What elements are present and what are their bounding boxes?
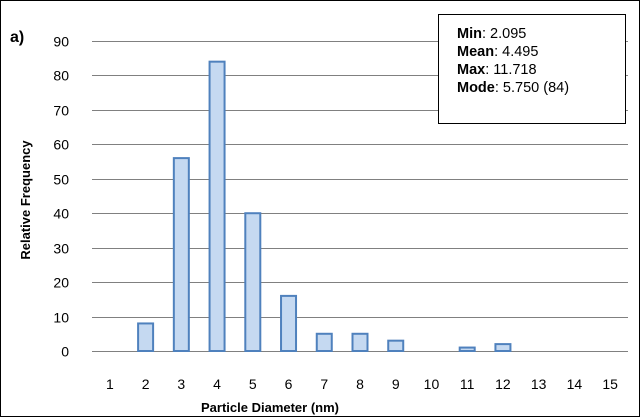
bar	[137, 322, 155, 353]
stat-max: Max: 11.718	[457, 62, 537, 78]
x-tick-label: 9	[392, 376, 400, 392]
y-tick-label: 90	[53, 34, 69, 50]
panel-label: a)	[10, 29, 24, 46]
stat-mean-label: Mean	[457, 44, 495, 60]
x-tick-label: 4	[213, 376, 221, 392]
x-tick-label: 2	[142, 376, 150, 392]
y-tick-label: 0	[61, 344, 69, 360]
bar	[458, 346, 476, 352]
stat-mean: Mean: 4.495	[457, 44, 539, 60]
x-tick-label: 6	[285, 376, 293, 392]
stat-max-label: Max	[457, 62, 486, 78]
bar	[280, 294, 298, 352]
x-tick-label: 12	[495, 376, 511, 392]
stat-max-value: 11.718	[493, 62, 537, 78]
x-tick-label: 13	[531, 376, 547, 392]
stat-min-label: Min	[457, 26, 482, 42]
bar	[172, 157, 190, 352]
x-tick-labels: 1 2 3 4 5 6 7 8 9 10 11 12 13 14 15	[106, 376, 618, 392]
bar	[351, 332, 369, 352]
x-tick-label: 7	[320, 376, 328, 392]
stat-min: Min: 2.095	[457, 26, 527, 42]
y-axis-title: Relative Frequency	[18, 140, 33, 260]
y-tick-labels: 0 10 20 30 40 50 60 70 80 90	[53, 34, 69, 360]
x-tick-label: 1	[106, 376, 114, 392]
x-tick-label: 11	[460, 376, 475, 392]
stat-mode-value: 5.750 (84)	[502, 80, 570, 96]
bar	[494, 343, 512, 353]
bar	[387, 339, 405, 352]
y-tick-label: 50	[53, 172, 69, 188]
bar	[208, 60, 226, 353]
y-tick-label: 80	[53, 68, 69, 84]
y-tick-label: 20	[53, 275, 69, 291]
stat-mode-label: Mode	[457, 80, 495, 96]
stats-box: Min: 2.095 Mean: 4.495 Max: 11.718 Mode:…	[438, 14, 626, 124]
x-tick-label: 14	[567, 376, 583, 392]
y-tick-label: 60	[53, 137, 69, 153]
bar	[315, 332, 333, 352]
y-tick-label: 30	[53, 241, 69, 257]
x-tick-label: 15	[602, 376, 618, 392]
y-tick-label: 10	[53, 310, 69, 326]
x-axis-title: Particle Diameter (nm)	[201, 400, 339, 415]
stat-mean-value: 4.495	[502, 44, 539, 60]
x-tick-label: 5	[249, 376, 257, 392]
x-tick-label: 3	[177, 376, 185, 392]
x-tick-label: 10	[424, 376, 440, 392]
stat-min-value: 2.095	[490, 26, 527, 42]
y-tick-label: 70	[53, 103, 69, 119]
bar	[244, 212, 262, 352]
bars	[137, 60, 512, 353]
stat-mode: Mode: 5.750 (84)	[457, 80, 570, 96]
x-tick-label: 8	[356, 376, 364, 392]
y-tick-label: 40	[53, 206, 69, 222]
